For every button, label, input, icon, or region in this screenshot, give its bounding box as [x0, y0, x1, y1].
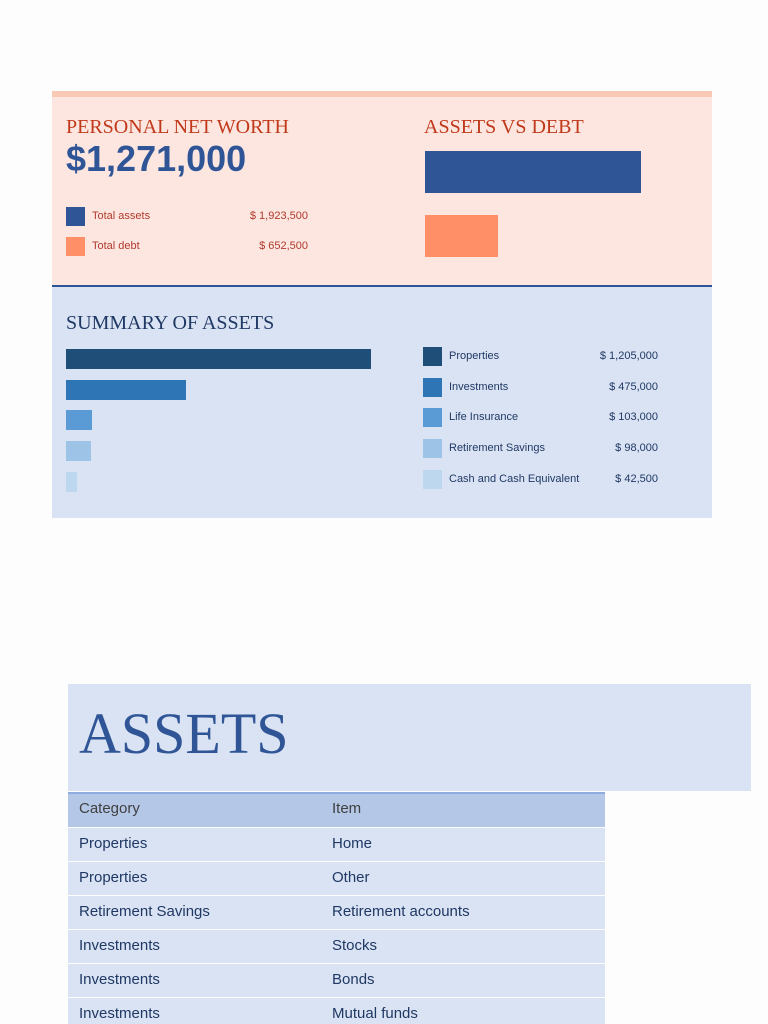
table-row — [68, 828, 605, 861]
section-title: SUMMARY OF ASSETS — [66, 312, 275, 334]
legend-swatch — [423, 377, 442, 397]
table-cell: Investments — [79, 971, 160, 988]
item-name: Cash and Cash Equivalent — [449, 472, 580, 485]
bar — [425, 215, 499, 257]
table-cell: Retirement accounts — [332, 903, 470, 920]
table-row — [68, 862, 605, 895]
table-row — [68, 998, 605, 1024]
summary-panel — [52, 285, 712, 518]
table-header-row — [68, 792, 605, 827]
section-title: ASSETS VS DEBT — [424, 116, 584, 138]
assets-title: ASSETS — [79, 701, 289, 766]
table-cell: Retirement Savings — [79, 903, 210, 920]
item-amount: $ 103,000 — [609, 411, 658, 424]
bar — [66, 441, 91, 462]
item-name: Retirement Savings — [449, 442, 545, 455]
legend-swatch — [423, 408, 442, 428]
item-name: Life Insurance — [449, 411, 519, 424]
table-cell: Other — [332, 869, 370, 886]
item-amount: $ 42,500 — [615, 472, 658, 485]
section-title: PERSONAL NET WORTH — [66, 116, 289, 138]
table-cell: Investments — [79, 937, 160, 954]
bar — [66, 410, 93, 431]
table-cell: Stocks — [332, 937, 378, 954]
bar — [425, 151, 641, 193]
legend-swatch — [423, 347, 442, 366]
table-cell: Properties — [79, 835, 148, 852]
table-cell: Properties — [79, 869, 148, 886]
legend-swatch — [423, 439, 442, 459]
item-amount: $ 1,205,000 — [599, 350, 658, 362]
item-name: Properties — [449, 350, 500, 362]
bar — [66, 349, 371, 369]
item-amount: $ 1,923,500 — [249, 210, 308, 222]
column-header: Category — [79, 800, 140, 817]
assets-header — [68, 684, 751, 791]
table-cell: Mutual funds — [332, 1005, 418, 1022]
item-amount: $ 98,000 — [615, 442, 658, 455]
table-row — [68, 896, 605, 929]
legend-swatch — [423, 469, 442, 489]
item-name: Total debt — [92, 240, 140, 252]
bar — [66, 379, 187, 400]
table-row — [68, 964, 605, 997]
item-amount: $ 475,000 — [609, 380, 658, 393]
item-name: Total assets — [92, 210, 151, 222]
item-amount: $ 652,500 — [259, 240, 308, 252]
legend-swatch — [66, 237, 85, 256]
table-cell: Home — [332, 835, 373, 852]
table-cell: Bonds — [332, 971, 375, 988]
table-row — [68, 930, 605, 963]
column-header: Item — [332, 800, 362, 817]
net-worth-amount: $1,271,000 — [66, 138, 247, 179]
table-cell: Investments — [79, 1005, 160, 1022]
bar — [66, 471, 77, 492]
item-name: Investments — [449, 380, 509, 393]
legend-swatch — [66, 207, 85, 226]
